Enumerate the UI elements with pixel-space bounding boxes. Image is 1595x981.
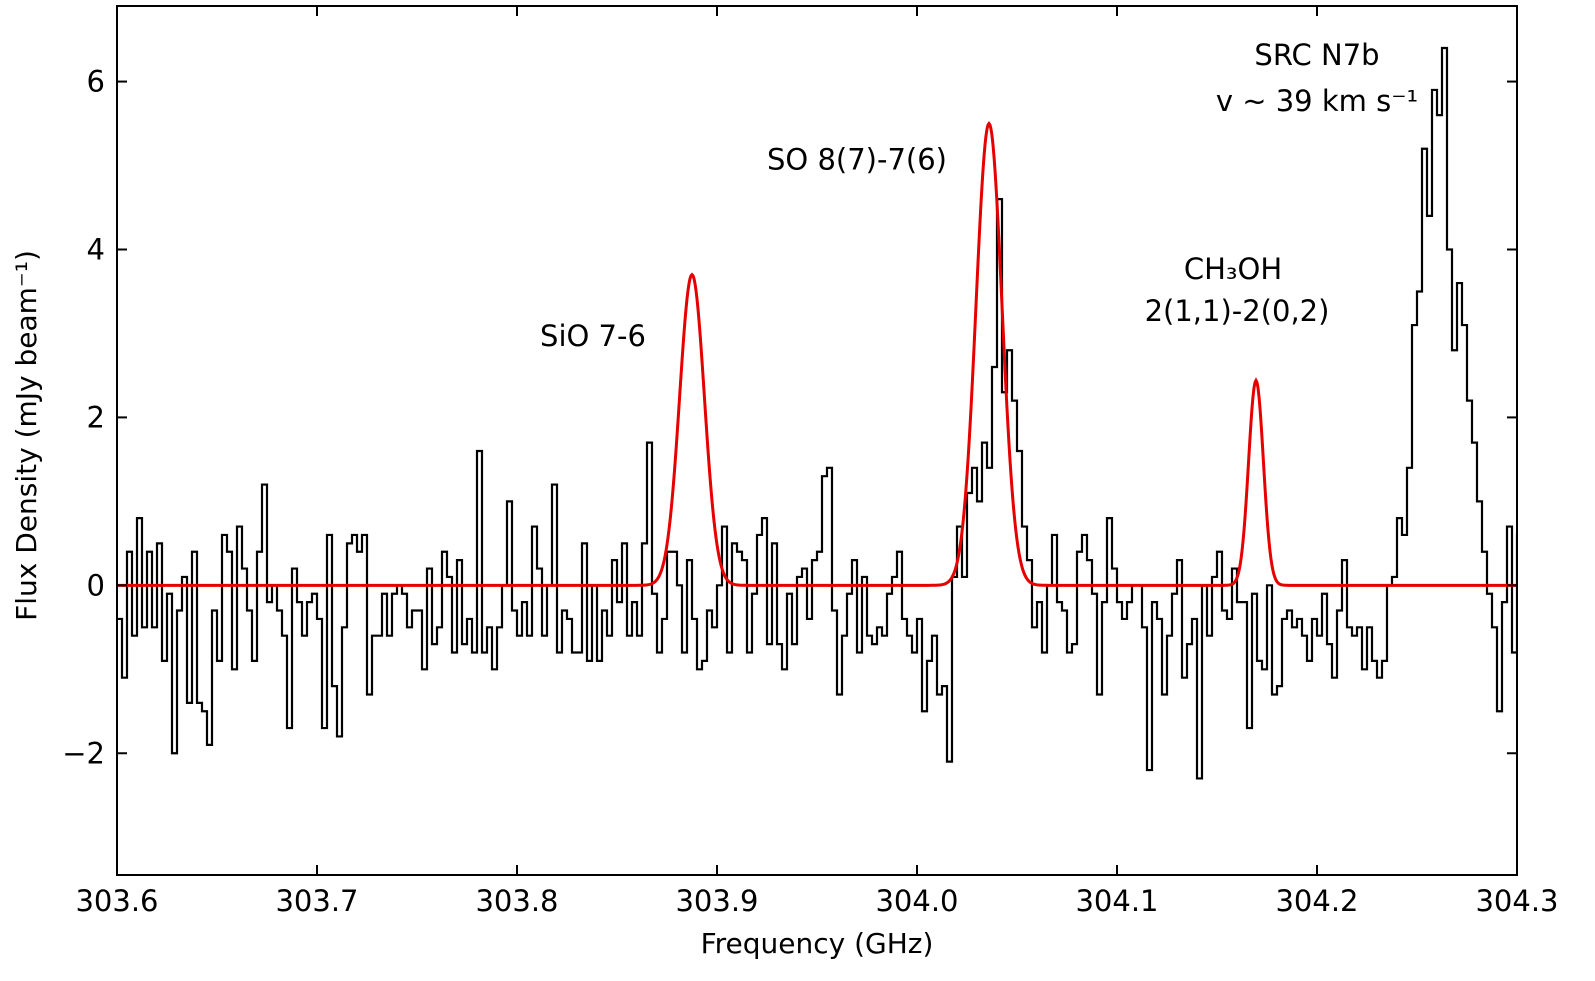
y-tick-label: 6 (87, 65, 105, 99)
x-tick-label: 304.1 (1075, 884, 1158, 918)
x-tick-label: 304.3 (1475, 884, 1558, 918)
x-axis-label: Frequency (GHz) (701, 927, 934, 960)
x-tick-label: 303.8 (475, 884, 558, 918)
y-tick-label: 4 (87, 232, 105, 266)
y-axis-ticks: −2 0 2 4 6 (62, 65, 1517, 770)
x-tick-label: 304.0 (875, 884, 958, 918)
annotations: SRC N7b v ∼ 39 km s⁻¹ SO 8(7)-7(6) CH₃OH 2(1… (540, 38, 1418, 353)
annotation-label: v ∼ 39 km s⁻¹ (1216, 84, 1418, 118)
y-axis-label: Flux Density (mJy beam⁻¹) (10, 250, 43, 621)
x-tick-label: 304.2 (1275, 884, 1358, 918)
y-tick-label: 2 (87, 400, 105, 434)
plot-area (116, 5, 1518, 876)
x-tick-label: 303.7 (275, 884, 358, 918)
x-tick-label: 303.9 (675, 884, 758, 918)
spectrum-steps (117, 46, 1517, 780)
x-axis-ticks: 303.6 303.7 303.8 303.9 304.0 304.1 304.2 304.3 (75, 6, 1559, 918)
annotation-label: SiO 7-6 (540, 319, 646, 353)
annotation-label: SRC N7b (1254, 38, 1379, 72)
gaussian-fit-curve (117, 121, 1517, 587)
plot-frame (116, 5, 1518, 876)
y-tick-label: 0 (87, 568, 105, 602)
annotation-label: SO 8(7)-7(6) (767, 143, 947, 177)
x-tick-label: 303.6 (75, 884, 158, 918)
annotation-label: 2(1,1)-2(0,2) (1145, 294, 1330, 328)
y-tick-label: −2 (62, 736, 105, 770)
annotation-label: CH₃OH (1184, 252, 1282, 286)
